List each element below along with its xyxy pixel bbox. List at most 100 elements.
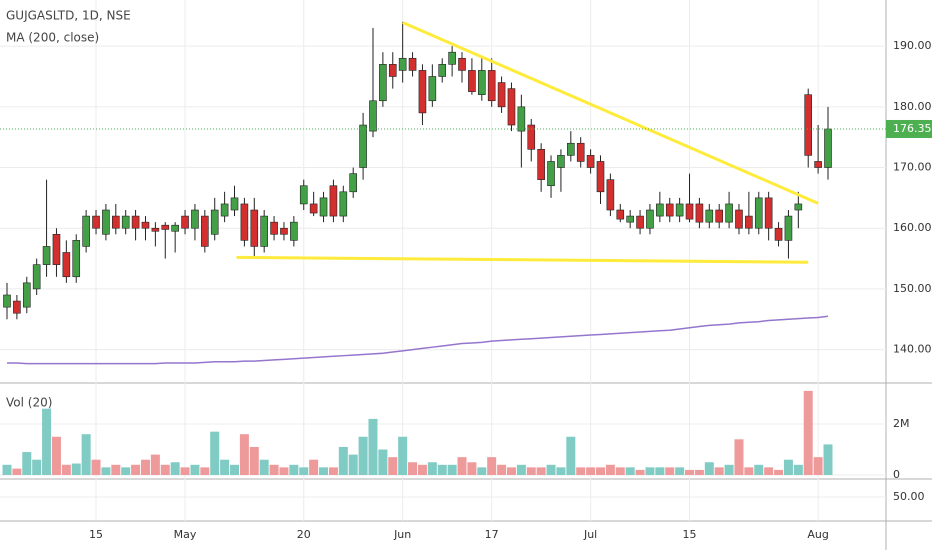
candle-body [379, 64, 387, 102]
volume-bar [546, 464, 556, 475]
candle-body [398, 57, 407, 71]
candle-body [290, 221, 298, 241]
volume-bar [675, 467, 685, 475]
volume-bar [249, 446, 259, 475]
volume-bar [160, 464, 170, 475]
candle-body [814, 161, 822, 168]
volume-bar [744, 467, 754, 475]
volume-bar [467, 462, 477, 475]
volume-bar [200, 467, 210, 475]
indicator-tick-label: 50.00 [893, 490, 925, 503]
candle-body [121, 215, 130, 229]
candle-body [230, 197, 239, 211]
volume-bar [536, 467, 546, 475]
volume-bar [625, 467, 635, 475]
volume-bar [61, 464, 71, 475]
candle-body [102, 209, 110, 235]
volume-bar [279, 467, 289, 475]
volume-bar [556, 467, 566, 475]
y-tick-label: 140.00 [893, 343, 932, 356]
candle-body [557, 155, 565, 168]
volume-bar [338, 446, 348, 475]
candle-body [201, 215, 209, 247]
candle-body [517, 106, 526, 132]
candle-body [418, 70, 427, 114]
candle-body [250, 209, 259, 247]
volume-bar [2, 464, 12, 475]
volume-bar [180, 467, 190, 475]
candle-body [240, 203, 249, 241]
volume-bar [32, 459, 42, 475]
candle-body [408, 57, 417, 71]
volume-bar [437, 464, 447, 475]
last-price-label: 176.35 [893, 122, 932, 135]
volume-bar [121, 467, 131, 475]
x-tick-label: 15 [89, 528, 103, 541]
volume-tick-label: 2M [893, 417, 910, 430]
candle-body [141, 221, 150, 229]
volume-bar [81, 434, 91, 475]
candle-body [784, 215, 793, 241]
volume-bar [813, 457, 823, 475]
candle-body [527, 124, 536, 150]
candle-body [458, 57, 466, 71]
volume-bar [526, 467, 536, 475]
volume-bar [774, 469, 784, 475]
volume-bar [783, 459, 793, 475]
volume-bar [497, 464, 507, 475]
volume-bar [378, 449, 388, 475]
candle-body [428, 76, 437, 102]
candle-body [626, 215, 634, 223]
candle-body [270, 221, 278, 235]
candle-body [52, 233, 61, 265]
candle-body [705, 209, 714, 223]
y-tick-label: 170.00 [893, 161, 932, 174]
volume-bar [427, 462, 437, 475]
candle-body [280, 227, 288, 235]
volume-bar [655, 467, 665, 475]
candle-body [685, 203, 694, 220]
volume-bar [645, 467, 655, 475]
volume-bar [51, 436, 61, 475]
candle-body [606, 179, 615, 211]
volume-bar [131, 464, 141, 475]
volume-bar [566, 436, 576, 475]
candle-body [62, 252, 71, 278]
candle-body [339, 191, 348, 217]
candle-body [448, 51, 456, 65]
volume-bar [685, 469, 695, 475]
candle-body [794, 203, 803, 211]
y-tick-label: 160.00 [893, 221, 932, 234]
volume-bar [803, 390, 813, 475]
candle-body [210, 209, 219, 235]
trendline [402, 21, 819, 205]
candle-body [537, 149, 545, 180]
candle-body [151, 227, 160, 232]
ma-line [7, 315, 829, 365]
candle-body [309, 203, 318, 214]
candle-body [22, 282, 31, 308]
ma-legend: MA (200, close) [6, 31, 99, 45]
volume-bar [417, 464, 427, 475]
candle-body [82, 215, 90, 247]
volume-bar [457, 457, 467, 475]
volume-bar [140, 459, 150, 475]
candle-body [735, 209, 743, 229]
candle-body [764, 197, 773, 229]
candle-body [487, 70, 496, 102]
volume-bar [734, 439, 744, 475]
candle-body [636, 215, 644, 229]
volume-bar [506, 467, 516, 475]
candle-body [715, 209, 723, 223]
x-tick-label: Aug [807, 528, 828, 541]
volume-bar [408, 462, 418, 475]
candle-body [468, 70, 476, 92]
candle-body [438, 64, 447, 77]
volume-bar [190, 464, 200, 475]
candle-body [774, 227, 783, 241]
candle-body [665, 203, 674, 217]
volume-bar [259, 459, 269, 475]
candle-body [567, 142, 575, 156]
volume-bar [150, 454, 160, 475]
volume-bar [665, 467, 675, 475]
